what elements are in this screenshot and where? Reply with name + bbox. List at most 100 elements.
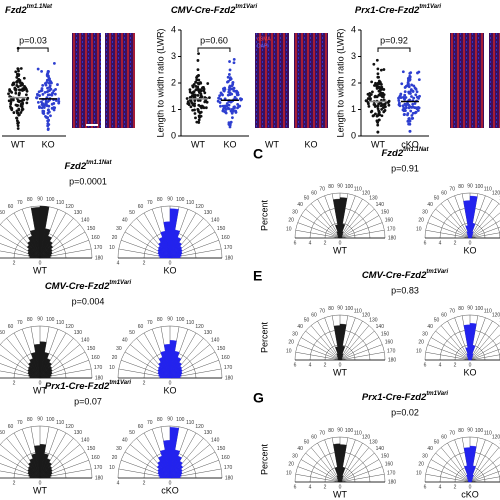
data-point [197, 118, 201, 122]
angle-tick-label: 30 [116, 446, 122, 452]
angle-tick-label: 80 [27, 317, 33, 323]
angle-tick-label: 20 [418, 218, 424, 224]
angle-grid [295, 351, 341, 361]
group-label: WT [333, 489, 347, 499]
angle-grid [469, 342, 500, 361]
radial-tick-label: 6 [424, 484, 427, 490]
title-superscript: tm1Vari [109, 280, 131, 286]
panel-title: Prx1-Cre-Fzd2tm1Vari [355, 4, 442, 16]
radial-tick-label: 0 [469, 484, 472, 490]
angle-tick-label: 90 [37, 196, 43, 202]
rose-bar [169, 476, 181, 479]
angle-tick-label: 150 [381, 209, 390, 215]
angle-grid [297, 344, 341, 361]
data-point [413, 102, 417, 105]
angle-grid [297, 222, 341, 239]
group-label: WT [33, 385, 47, 395]
angle-grid [469, 476, 500, 483]
p-value: p=0.03 [19, 35, 47, 45]
data-point [15, 84, 19, 87]
data-point [193, 112, 197, 115]
data-point [364, 99, 368, 103]
angle-tick-label: 180 [95, 375, 104, 381]
y-axis-label: Percent [259, 321, 269, 353]
angle-tick-label: 140 [81, 437, 90, 443]
rose-bar [39, 358, 51, 379]
radial-tick-label: 0 [169, 380, 172, 386]
angle-grid [435, 330, 471, 361]
data-point [412, 84, 416, 88]
radial-tick-label: 2 [324, 362, 327, 368]
angle-tick-label: 10 [109, 465, 115, 471]
data-point [222, 89, 226, 92]
angle-grid [297, 466, 341, 483]
angle-tick-label: 40 [427, 324, 433, 330]
data-point [378, 92, 382, 96]
radial-tick-label: 2 [143, 380, 146, 386]
angle-tick-label: 40 [297, 446, 303, 452]
radial-tick-label: 6 [294, 362, 297, 368]
angle-grid [339, 320, 363, 361]
data-point [199, 89, 203, 93]
rose-bar [169, 455, 182, 479]
angle-grid [440, 447, 471, 483]
angle-grid [339, 325, 370, 361]
p-value: p=0.60 [200, 35, 228, 45]
rose-bar [169, 365, 183, 379]
data-point [51, 91, 55, 95]
radial-tick-label: 4 [439, 484, 442, 490]
angle-tick-label: 180 [225, 475, 234, 481]
stain-label: DAPI [257, 43, 269, 49]
data-point [417, 78, 421, 81]
data-point [376, 75, 380, 79]
data-point [397, 96, 400, 100]
group-label: KO [463, 367, 476, 377]
group-label: WT [191, 139, 205, 149]
data-point [19, 111, 23, 114]
panel-title: CMV-Cre-Fzd2tm1Vari [362, 269, 449, 281]
angle-tick-label: 60 [8, 204, 14, 210]
angle-tick-label: 30 [116, 226, 122, 232]
angle-grid [339, 337, 380, 361]
stain-label: αSMA [257, 36, 271, 42]
rose-bar [169, 242, 182, 259]
data-point [194, 84, 198, 88]
data-point [10, 108, 14, 112]
radial-tick-label: 4 [309, 362, 312, 368]
data-point [232, 61, 236, 65]
data-point [202, 87, 206, 91]
data-point [410, 83, 414, 87]
angle-grid [427, 222, 471, 239]
y-tick-label: 3 [171, 51, 176, 61]
data-point [218, 94, 222, 98]
angle-grid [305, 208, 341, 239]
data-point [377, 86, 380, 90]
angle-tick-label: 160 [91, 355, 100, 361]
data-point [382, 68, 386, 71]
radial-tick-label: 0 [39, 480, 42, 486]
angle-grid [300, 337, 341, 361]
data-point [368, 98, 372, 102]
angle-grid [469, 198, 493, 239]
angle-tick-label: 100 [46, 417, 55, 423]
angle-tick-label: 110 [186, 200, 194, 206]
panel-title: Fzd2tm1.1Nat [5, 4, 53, 16]
data-point [199, 92, 203, 96]
data-point [404, 96, 408, 99]
angle-tick-label: 50 [129, 430, 135, 436]
angle-tick-label: 120 [65, 424, 74, 430]
panel-letter: C [253, 146, 263, 162]
radial-tick-label: 6 [424, 362, 427, 368]
angle-tick-label: 60 [441, 190, 447, 196]
micrograph [489, 33, 500, 128]
data-point [207, 96, 211, 99]
rose-bar [169, 464, 184, 479]
angle-grid [300, 215, 341, 239]
angle-tick-label: 60 [441, 312, 447, 318]
radial-tick-label: 2 [454, 362, 457, 368]
angle-tick-label: 70 [449, 430, 455, 436]
angle-tick-label: 40 [297, 202, 303, 208]
data-point [367, 104, 371, 108]
angle-tick-label: 180 [388, 357, 397, 363]
angle-tick-label: 70 [319, 186, 325, 192]
